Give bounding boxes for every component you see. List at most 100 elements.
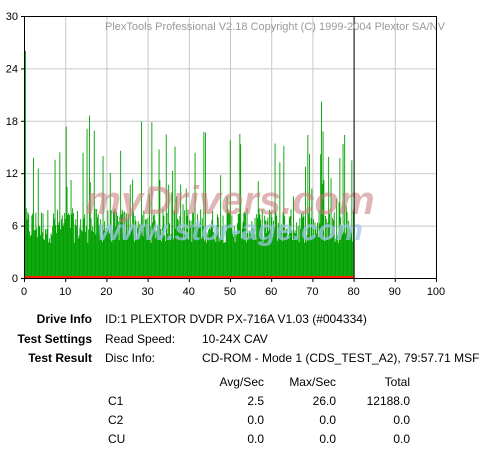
c1-bar — [127, 236, 129, 278]
c1-bar — [109, 172, 111, 278]
c1-bar — [62, 225, 64, 278]
c1-bar — [346, 211, 348, 278]
c1-bar — [279, 162, 281, 278]
c1-bar — [163, 215, 165, 278]
c1-bar — [241, 228, 243, 278]
c1-bar — [267, 217, 269, 278]
c1-bar — [72, 208, 74, 278]
c1-bar — [194, 152, 196, 278]
c1-bar — [73, 213, 74, 278]
c1-bar — [109, 233, 110, 278]
c1-bar — [56, 232, 58, 278]
c1-bar — [182, 204, 184, 278]
c1-total: 12188.0 — [366, 394, 410, 408]
c1-bar — [135, 220, 137, 278]
c1-bar — [145, 219, 147, 278]
c1-bar — [29, 231, 30, 278]
c1-bar — [117, 215, 118, 278]
c1-bar — [303, 216, 305, 278]
c1-bar — [129, 235, 130, 278]
c1-bar — [196, 226, 198, 278]
c1-bar — [40, 235, 42, 278]
c1-bar — [228, 212, 230, 278]
c1-bar — [193, 226, 195, 278]
c1-bar — [190, 220, 192, 278]
c1-bar — [33, 157, 34, 278]
c1-bar — [273, 225, 275, 278]
c1-bar — [322, 131, 324, 278]
c1-bar — [121, 209, 123, 278]
c2-label: C2 — [108, 413, 124, 427]
c1-bar — [212, 210, 214, 278]
c1-bar — [126, 218, 128, 278]
c1-bar — [47, 210, 49, 278]
cu-max: 0.0 — [319, 432, 336, 446]
c1-bar — [324, 240, 326, 278]
c1-bar — [317, 222, 318, 278]
total-header: Total — [384, 375, 410, 389]
c1-bar — [165, 241, 166, 278]
c1-bar — [128, 214, 130, 278]
c1-bar — [242, 221, 244, 278]
c1-bar — [164, 235, 166, 278]
drive-info-label: Drive Info — [36, 312, 92, 326]
c1-bar — [76, 226, 78, 278]
c1-bar — [51, 235, 53, 278]
c1-bar — [167, 233, 169, 278]
c1-bar — [91, 230, 93, 278]
c1-bar — [350, 233, 352, 278]
c1-bar — [129, 184, 131, 278]
c1-bar — [151, 122, 153, 279]
x-tick-label: 60 — [265, 286, 277, 298]
c1-bar — [92, 226, 94, 278]
c1-bar — [34, 230, 36, 278]
c1-bar — [321, 101, 322, 278]
c1-bar — [282, 213, 284, 278]
c1-bar — [46, 229, 48, 278]
c1-bar — [134, 215, 136, 278]
c1-bar — [107, 210, 109, 278]
max-header: Max/Sec — [289, 375, 336, 389]
c1-bar — [277, 222, 279, 278]
c1-bar — [315, 226, 317, 278]
c1-bar — [94, 208, 96, 278]
c1-bar — [149, 225, 151, 278]
c1-bar — [59, 152, 61, 278]
y-tick-label: 6 — [12, 221, 18, 233]
c1-bar — [158, 149, 160, 278]
c1-bar — [177, 218, 178, 278]
c1-bar — [218, 241, 220, 278]
c1-bar — [283, 145, 285, 278]
c1-bar — [333, 212, 335, 278]
watermark-primary: myDrivers.com — [85, 179, 374, 223]
c1-bar — [102, 156, 104, 278]
c1-bar — [185, 236, 186, 278]
c1-bar — [133, 211, 134, 278]
c1-bar — [294, 230, 296, 278]
c1-bar — [45, 229, 46, 278]
c1-bar — [252, 228, 254, 278]
c1-bar — [269, 229, 271, 278]
c1-bar — [54, 159, 56, 278]
c1-bar — [345, 233, 346, 278]
c1-bar — [79, 227, 81, 278]
c1-bar — [141, 215, 143, 278]
y-axis-ticks: 0 6 12 18 24 30 — [6, 11, 24, 285]
c1-bar — [316, 233, 318, 278]
c1-bar — [31, 215, 33, 278]
x-tick-label: 80 — [347, 286, 359, 298]
c1-bar — [261, 226, 262, 278]
y-tick-label: 12 — [6, 168, 18, 180]
c1-bar — [259, 214, 261, 278]
c1-bar — [311, 188, 313, 278]
c1-bar — [289, 216, 291, 278]
c1-bar — [295, 233, 297, 278]
c1-bar — [199, 223, 201, 278]
c1-bar — [309, 153, 310, 278]
c1-bar — [285, 231, 286, 278]
y-tick-label: 24 — [6, 63, 18, 75]
c1-bar — [70, 179, 72, 278]
c1-bar — [247, 232, 249, 278]
c1-bar — [345, 205, 347, 278]
c1-bar — [36, 228, 38, 278]
